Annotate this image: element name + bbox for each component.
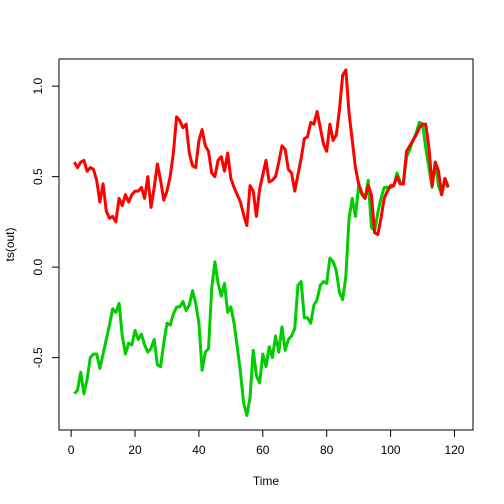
x-tick-label: 40 — [192, 443, 206, 457]
plot-box — [58, 58, 474, 431]
series-line-1 — [73, 120, 450, 418]
series-layer — [73, 68, 450, 418]
y-tick-label: -0.5 — [31, 347, 45, 368]
x-tick-label: 60 — [256, 443, 270, 457]
x-axis-title: Time — [253, 474, 280, 488]
y-axis-title: ts(out) — [3, 227, 17, 261]
series-line-2 — [73, 68, 450, 237]
y-tick-label: 1.0 — [31, 77, 45, 94]
x-tick-label: 20 — [128, 443, 142, 457]
x-tick-label: 120 — [444, 443, 464, 457]
y-tick-label: 0.0 — [31, 258, 45, 275]
x-tick-label: 0 — [68, 443, 75, 457]
x-axis: 0 20 40 60 80 100 120 — [68, 429, 465, 457]
x-tick-label: 80 — [320, 443, 334, 457]
y-tick-label: 0.5 — [31, 168, 45, 185]
y-axis: -0.5 0.0 0.5 1.0 — [31, 77, 60, 368]
x-tick-label: 100 — [381, 443, 401, 457]
